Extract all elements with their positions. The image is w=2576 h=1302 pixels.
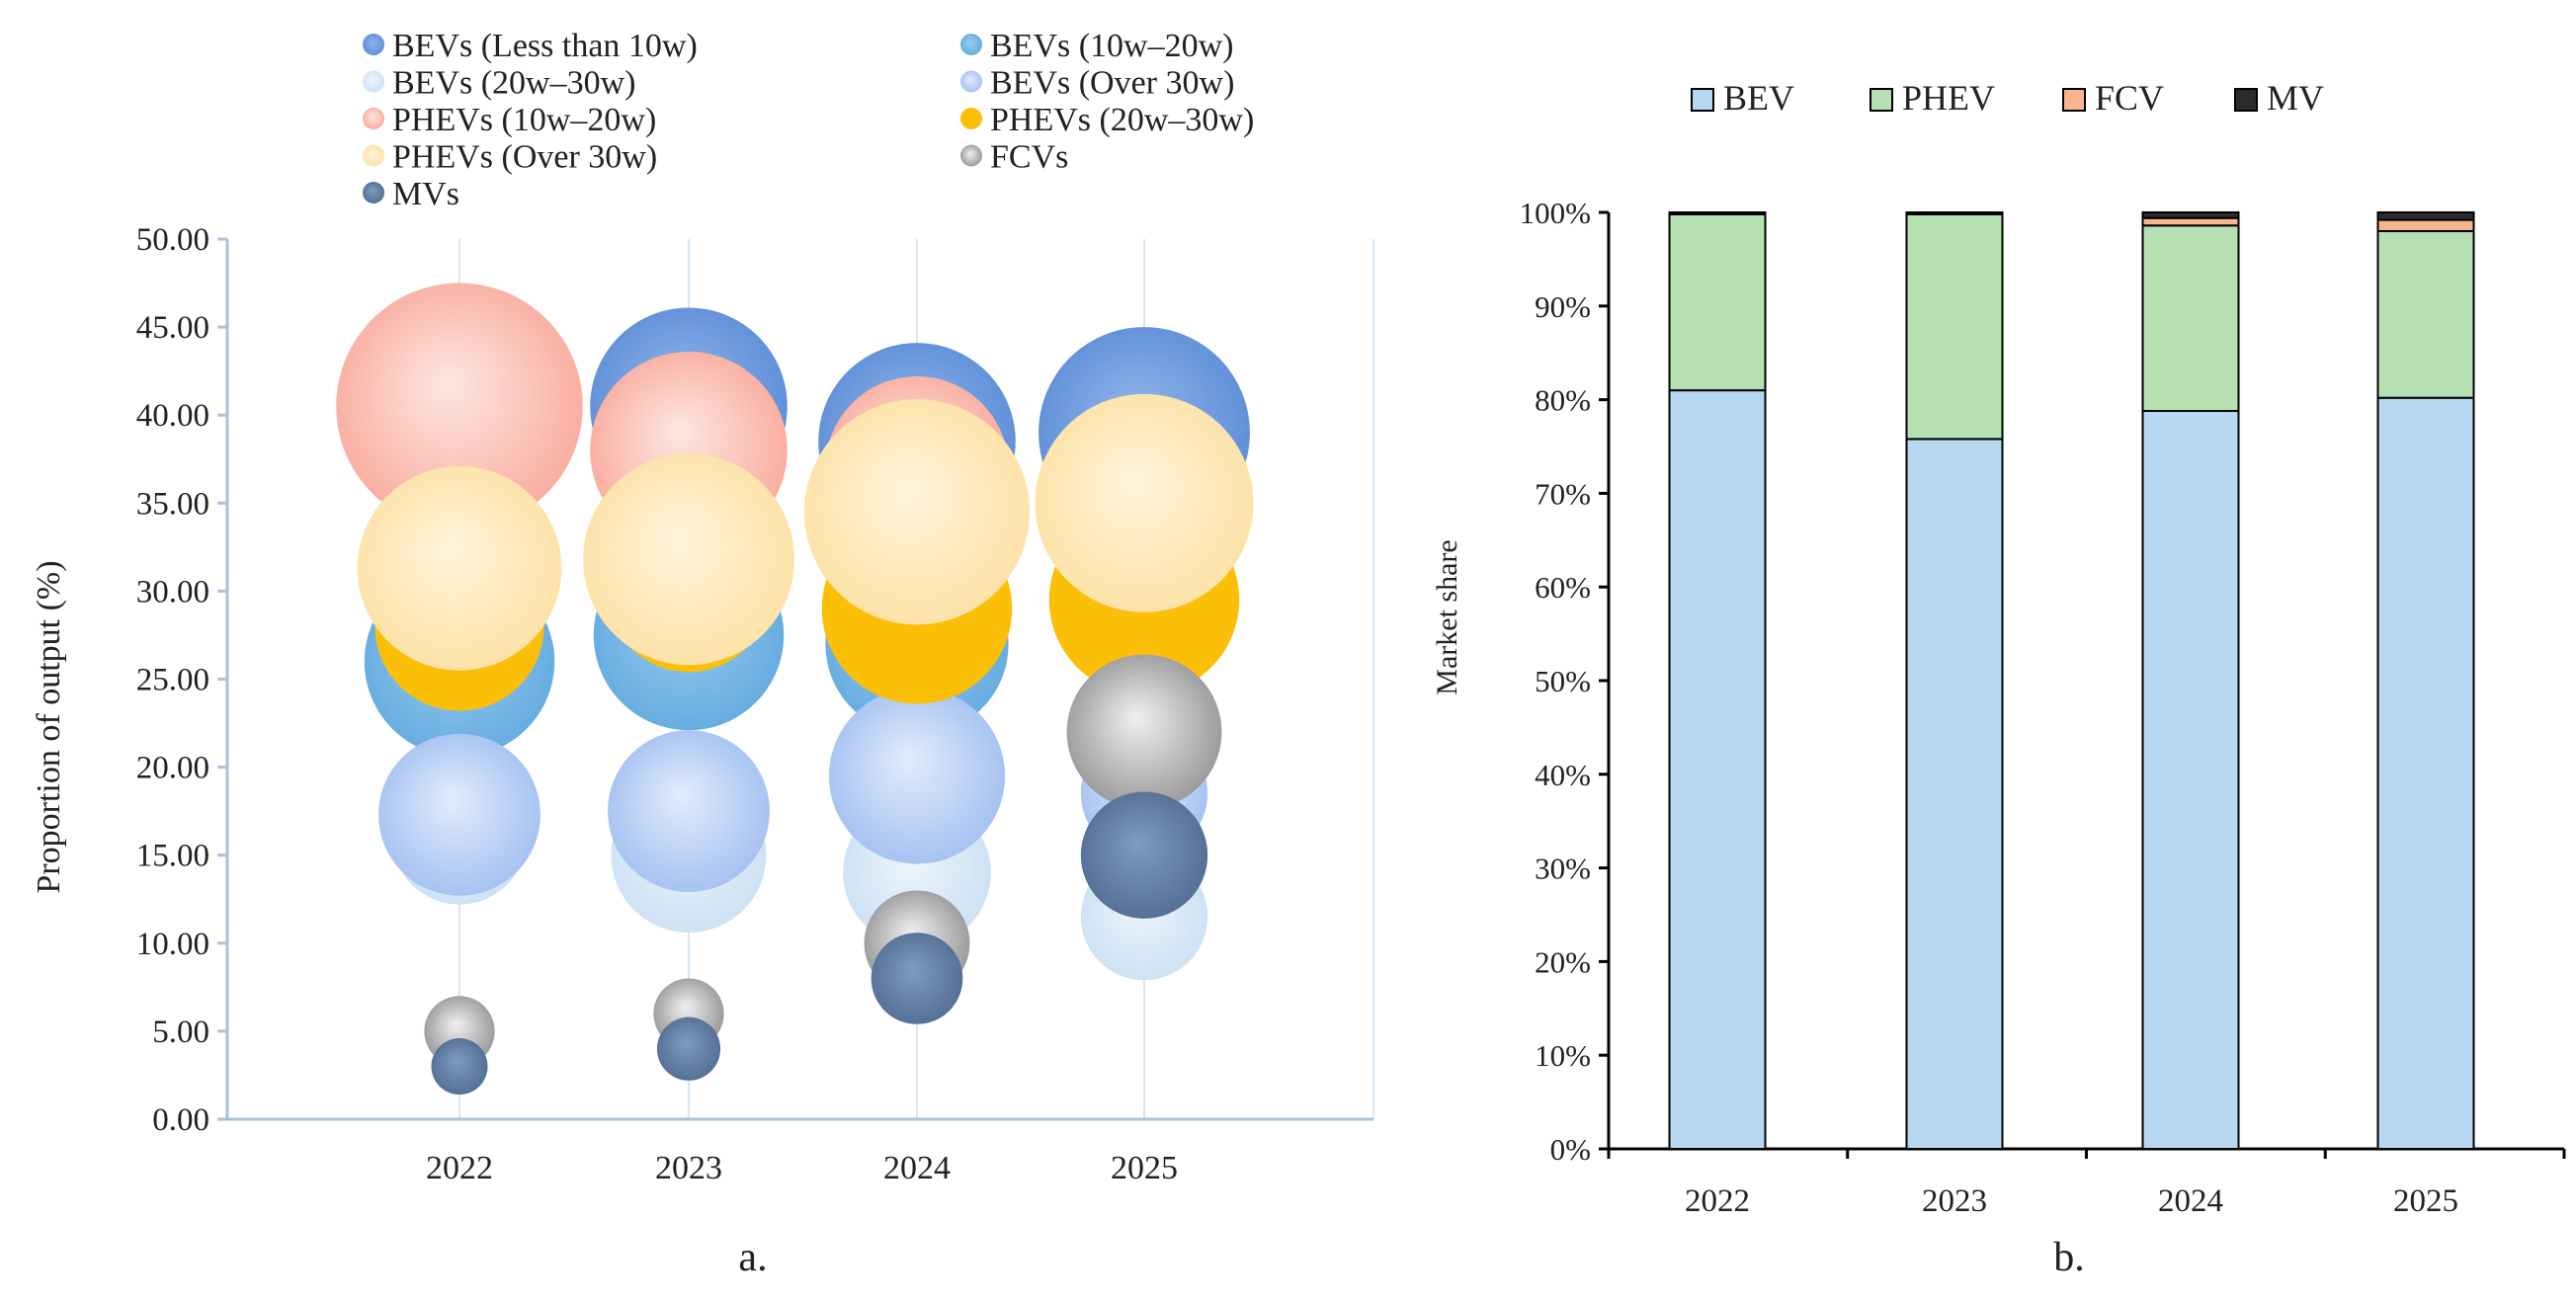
x-tick-label-2022: 2022 xyxy=(1685,1183,1750,1219)
legend-marker-bevs-less-than-10w xyxy=(363,34,384,55)
legend-marker-phevs-over-30w xyxy=(363,144,384,167)
legend-swatch-fcv xyxy=(2062,88,2086,112)
legend-label-phevs-10w-20w: PHEVs (10w–20w) xyxy=(392,102,656,138)
legend-marker-fcvs xyxy=(960,144,982,167)
stacked-bar-bars xyxy=(1668,211,2475,1151)
legend-marker-phevs-20w-30w xyxy=(960,108,982,129)
bar-segment-phev-2024 xyxy=(2141,224,2240,412)
bar-segment-phev-2023 xyxy=(1905,212,2004,441)
legend-marker-bevs-over-30w xyxy=(960,70,982,93)
panel-a-label: a. xyxy=(738,1235,767,1280)
legend-label-bevs-10w-20w: BEVs (10w–20w) xyxy=(990,28,1233,64)
stacked-bar-y-axis-label: Market share xyxy=(1431,539,1463,694)
bubble-bevs-over-30w-2022 xyxy=(378,733,540,896)
y-tick-label: 45.00 xyxy=(136,310,209,346)
legend-label-fcv: FCV xyxy=(2095,78,2164,118)
bubble-chart-y-axis-label: Proportion of output (%) xyxy=(31,560,67,893)
bubble-mvs-2024 xyxy=(871,933,963,1024)
legend-label-bevs-over-30w: BEVs (Over 30w) xyxy=(990,65,1234,102)
bubble-fcvs-2025 xyxy=(1066,654,1222,810)
legend-label-phevs-over-30w: PHEVs (Over 30w) xyxy=(392,139,657,176)
bar-segment-bev-2022 xyxy=(1668,389,1767,1150)
bar-segment-fcv-2025 xyxy=(2376,218,2475,232)
legend-label-bev: BEV xyxy=(1723,78,1794,118)
bubble-chart-bubbles xyxy=(336,283,1254,1096)
bar-segment-bev-2023 xyxy=(1905,438,2004,1150)
x-tick-label-2022: 2022 xyxy=(426,1150,493,1186)
bubble-mvs-2023 xyxy=(656,1017,721,1081)
legend-label-phevs-20w-30w: PHEVs (20w–30w) xyxy=(990,102,1254,138)
x-tick-label-2023: 2023 xyxy=(1922,1183,1987,1219)
bubble-phevs-10w-20w-2022 xyxy=(336,283,583,530)
y-tick-label: 40.00 xyxy=(136,398,209,434)
x-tick-label-2023: 2023 xyxy=(655,1150,722,1186)
bubble-bevs-over-30w-2023 xyxy=(608,730,770,893)
y-tick-label: 50.00 xyxy=(136,222,209,258)
bubble-chart-panel: BEVs (Less than 10w) BEVs (10w–20w)BEVs (… xyxy=(31,28,1374,1280)
y-tick-label: 70% xyxy=(1535,476,1591,511)
y-tick-label: 20.00 xyxy=(136,751,209,786)
legend-label-mvs: MVs xyxy=(392,176,459,212)
bar-segment-mv-2025 xyxy=(2376,211,2475,221)
x-tick-label-2024: 2024 xyxy=(883,1150,951,1186)
y-tick-label: 0.00 xyxy=(152,1102,209,1138)
legend-marker-phevs-10w-20w xyxy=(363,108,384,129)
y-tick-label: 5.00 xyxy=(152,1015,209,1050)
x-tick-label-2025: 2025 xyxy=(2393,1183,2458,1219)
legend-label-mv: MV xyxy=(2267,78,2324,118)
y-tick-label: 90% xyxy=(1535,289,1591,324)
bar-segment-phev-2025 xyxy=(2376,229,2475,399)
y-tick-label: 40% xyxy=(1535,758,1591,792)
y-tick-label: 20% xyxy=(1535,944,1591,979)
bubble-bevs-over-30w-2024 xyxy=(828,688,1006,864)
legend-label-fcvs: FCVs xyxy=(990,139,1068,176)
bar-segment-mv-2024 xyxy=(2141,211,2240,219)
legend-swatch-mv xyxy=(2234,88,2258,112)
bubble-phevs-over-30w-2023 xyxy=(583,453,794,666)
bar-segment-phev-2022 xyxy=(1668,212,1767,392)
bubble-mvs-2025 xyxy=(1080,791,1208,919)
stacked-bar-legend: BEV PHEV FCV MV xyxy=(1691,78,2324,118)
y-tick-label: 80% xyxy=(1535,383,1591,418)
bubble-mvs-2022 xyxy=(431,1038,488,1096)
bubble-phevs-over-30w-2022 xyxy=(357,465,562,671)
y-tick-label: 60% xyxy=(1535,570,1591,605)
bar-segment-bev-2024 xyxy=(2141,409,2240,1150)
panel-b-label: b. xyxy=(2053,1235,2085,1280)
bubble-chart-legend: BEVs (Less than 10w) BEVs (10w–20w)BEVs (… xyxy=(363,28,1254,212)
legend-marker-bevs-20w-30w xyxy=(363,70,384,93)
bar-segment-fcv-2024 xyxy=(2141,216,2240,227)
y-tick-label: 100% xyxy=(1520,196,1591,230)
y-tick-label: 0% xyxy=(1550,1132,1591,1167)
legend-marker-mvs xyxy=(363,182,384,203)
y-tick-label: 25.00 xyxy=(136,663,209,698)
x-tick-label-2024: 2024 xyxy=(2158,1183,2223,1219)
bubble-phevs-over-30w-2024 xyxy=(803,399,1031,625)
legend-label-phev: PHEV xyxy=(1902,78,1995,118)
bubble-chart-axes: 0.00 5.00 10.00 15.00 20.00 25.00 30.00 35.00 40… xyxy=(136,222,1373,1186)
bar-segment-mv-2023 xyxy=(1905,211,2004,214)
legend-swatch-bev xyxy=(1691,88,1714,112)
y-tick-label: 10% xyxy=(1535,1038,1591,1073)
y-tick-label: 15.00 xyxy=(136,839,209,874)
legend-label-bevs-less-than-10w: BEVs (Less than 10w) xyxy=(392,28,698,64)
legend-swatch-phev xyxy=(1870,88,1893,112)
y-tick-label: 10.00 xyxy=(136,927,209,962)
x-tick-label-2025: 2025 xyxy=(1111,1150,1178,1186)
bar-segment-bev-2025 xyxy=(2376,396,2475,1151)
legend-marker-bevs-10w-20w xyxy=(960,34,982,55)
legend-label-bevs-20w-30w: BEVs (20w–30w) xyxy=(392,65,635,102)
y-tick-label: 30% xyxy=(1535,852,1591,886)
y-tick-label: 50% xyxy=(1535,664,1591,698)
bubble-phevs-over-30w-2025 xyxy=(1035,393,1254,612)
y-tick-label: 35.00 xyxy=(136,486,209,522)
stacked-bar-chart-panel: BEV PHEV FCV MV 0% 10% 20% 30% 40% 50% 60% 70% 80% 9… xyxy=(1431,78,2566,1280)
bar-segment-mv-2022 xyxy=(1668,211,1767,214)
y-tick-label: 30.00 xyxy=(136,574,209,610)
